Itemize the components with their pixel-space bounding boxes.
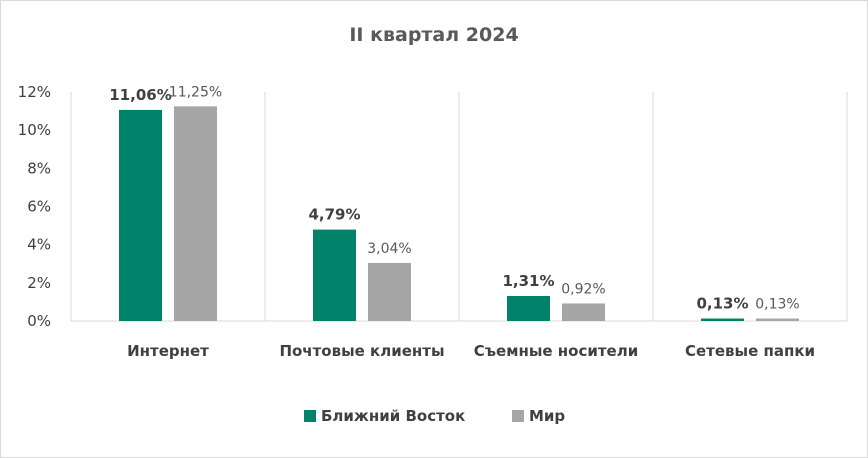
y-tick-label: 8%: [27, 159, 51, 177]
x-category-label: Интернет: [127, 342, 209, 360]
data-label: 0,13%: [696, 295, 748, 313]
y-tick-label: 0%: [27, 312, 51, 330]
bar-series-1: [507, 296, 550, 321]
data-label: 0,13%: [755, 297, 799, 313]
y-tick-label: 4%: [27, 236, 51, 254]
bar-series-1: [701, 318, 744, 321]
data-label: 1,31%: [502, 272, 554, 290]
data-label: 11,25%: [169, 84, 222, 100]
x-category-label: Почтовые клиенты: [279, 342, 444, 360]
data-label: 11,06%: [109, 86, 171, 104]
bar-series-1: [313, 229, 356, 321]
legend-swatch: [512, 410, 524, 422]
chart-title: II квартал 2024: [349, 24, 518, 46]
data-label: 0,92%: [561, 281, 605, 297]
bar-series-2: [756, 318, 799, 321]
y-tick-label: 10%: [18, 121, 51, 139]
y-tick-label: 2%: [27, 274, 51, 292]
x-category-label: Съемные носители: [474, 342, 638, 360]
bar-series-2: [174, 106, 217, 321]
bar-series-2: [368, 262, 411, 321]
legend-swatch: [304, 410, 316, 422]
y-tick-label: 12%: [18, 83, 51, 101]
data-label: 4,79%: [308, 206, 360, 224]
data-label: 3,04%: [367, 241, 411, 257]
legend-label: Ближний Восток: [321, 407, 465, 425]
bar-series-2: [562, 303, 605, 321]
x-category-label: Сетевые папки: [685, 342, 815, 360]
bar-series-1: [119, 109, 162, 322]
legend-label: Мир: [529, 407, 565, 425]
y-tick-label: 6%: [27, 198, 51, 216]
